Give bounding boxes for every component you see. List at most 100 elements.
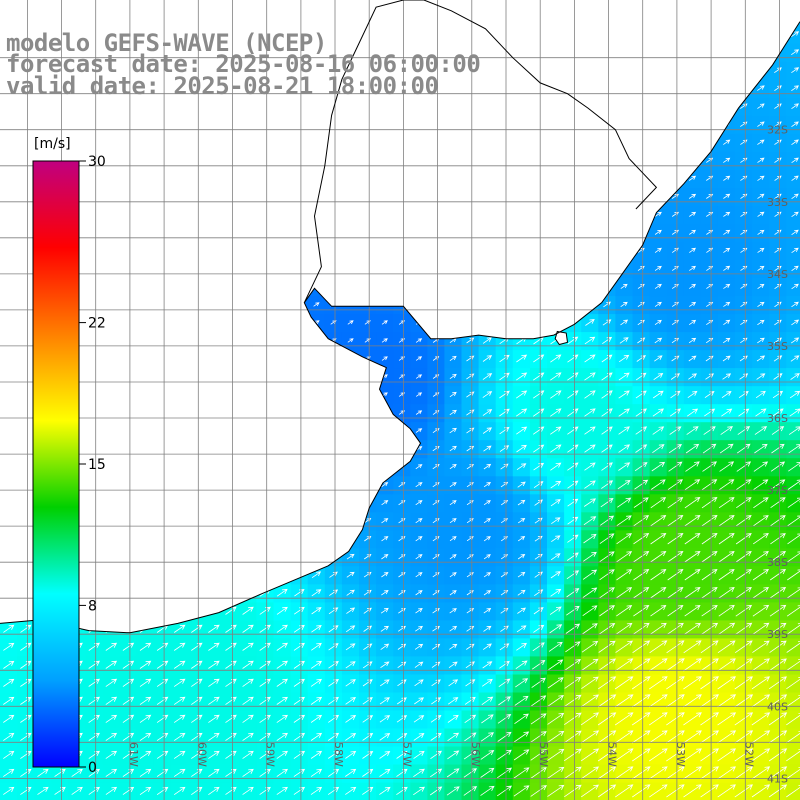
wind-arrow — [311, 589, 322, 597]
wind-arrow — [667, 569, 684, 581]
wind-arrow — [666, 622, 684, 635]
wind-arrow — [345, 733, 357, 741]
wind-arrow — [483, 590, 492, 596]
wind-arrow — [723, 139, 731, 145]
wind-arrow — [565, 641, 581, 653]
speed-cell — [632, 259, 651, 279]
wind-arrow — [415, 536, 423, 542]
speed-cell — [547, 691, 565, 711]
wind-arrow — [513, 749, 530, 761]
wind-arrow — [481, 678, 493, 687]
wind-arrow — [791, 103, 799, 110]
wind-arrow — [734, 712, 754, 726]
speed-cell — [700, 403, 719, 423]
speed-cell — [564, 709, 582, 729]
wind-arrow — [564, 694, 582, 707]
speed-cell — [615, 421, 634, 441]
wind-arrow — [683, 694, 702, 708]
speed-cell — [461, 565, 480, 585]
speed-cell — [700, 169, 719, 188]
wind-arrow — [516, 642, 527, 651]
wind-arrow — [513, 731, 530, 743]
wind-arrow — [413, 733, 425, 741]
speed-cell — [410, 529, 428, 549]
wind-arrow — [654, 283, 662, 289]
wind-arrow — [634, 479, 649, 490]
wind-arrow — [615, 658, 634, 672]
speed-cell — [632, 475, 651, 495]
speed-cell — [615, 655, 634, 675]
wind-arrow — [602, 319, 612, 326]
wind-arrow — [3, 768, 15, 777]
speed-cell — [427, 583, 446, 603]
wind-arrow — [310, 768, 323, 777]
speed-cell — [444, 565, 463, 585]
speed-cell — [683, 583, 702, 603]
wind-arrow — [139, 642, 152, 651]
wind-arrow — [701, 605, 718, 617]
wind-arrow — [208, 624, 220, 633]
wind-arrow — [173, 696, 186, 705]
colorbar-tick-label: 22 — [88, 316, 106, 332]
wind-arrow — [786, 694, 800, 708]
wind-arrow — [786, 730, 800, 744]
wind-arrow — [736, 497, 752, 509]
speed-cell — [735, 673, 753, 693]
speed-cell — [119, 637, 138, 657]
speed-cell — [222, 655, 240, 675]
wind-arrow — [653, 373, 664, 381]
wind-arrow — [701, 569, 718, 581]
speed-cell — [786, 745, 800, 765]
speed-cell — [393, 673, 411, 693]
speed-cell — [581, 764, 599, 783]
wind-arrow — [614, 748, 634, 762]
wind-arrow — [616, 551, 633, 563]
wind-arrow — [774, 139, 782, 145]
speed-cell — [735, 367, 753, 387]
wind-arrow — [617, 480, 631, 490]
wind-arrow — [770, 479, 786, 490]
wind-arrow — [381, 536, 389, 542]
speed-cell — [700, 547, 719, 567]
speed-cell — [136, 709, 155, 729]
wind-arrow — [397, 679, 407, 687]
speed-cell — [700, 493, 719, 513]
wind-arrow — [310, 750, 323, 759]
wind-arrow — [580, 694, 599, 708]
speed-cell — [170, 764, 189, 783]
wind-arrow — [702, 443, 717, 454]
latitude-label: 41S — [767, 772, 788, 785]
speed-cell — [666, 349, 685, 369]
speed-cell — [666, 205, 685, 224]
speed-cell — [529, 655, 548, 675]
wind-arrow — [752, 604, 770, 617]
speed-cell — [769, 565, 787, 585]
wind-arrow — [534, 499, 543, 506]
wind-arrow — [3, 678, 15, 687]
speed-cell — [683, 313, 702, 333]
speed-cell — [359, 331, 377, 351]
wind-arrow — [584, 444, 596, 453]
speed-cell — [102, 655, 121, 675]
wind-arrow — [432, 625, 440, 632]
forecast-date: forecast date: 2025-08-16 06:00:00 — [6, 50, 481, 78]
speed-cell — [17, 673, 35, 693]
wind-arrow — [666, 694, 685, 708]
wind-arrow — [757, 175, 765, 181]
wind-arrow — [310, 714, 323, 723]
wind-arrow — [774, 67, 782, 74]
speed-cell — [256, 673, 275, 693]
speed-cell — [632, 457, 651, 477]
latitude-label: 34S — [767, 268, 788, 281]
speed-cell — [85, 673, 104, 693]
speed-cell — [376, 511, 394, 531]
speed-cell — [717, 764, 736, 783]
speed-cell — [649, 655, 668, 675]
wind-arrow — [650, 587, 667, 599]
speed-cell — [512, 691, 531, 711]
wind-arrow — [739, 373, 749, 380]
speed-cell — [666, 764, 685, 783]
wind-arrow — [3, 732, 15, 741]
wind-arrow — [718, 515, 735, 527]
wind-arrow — [667, 533, 684, 545]
